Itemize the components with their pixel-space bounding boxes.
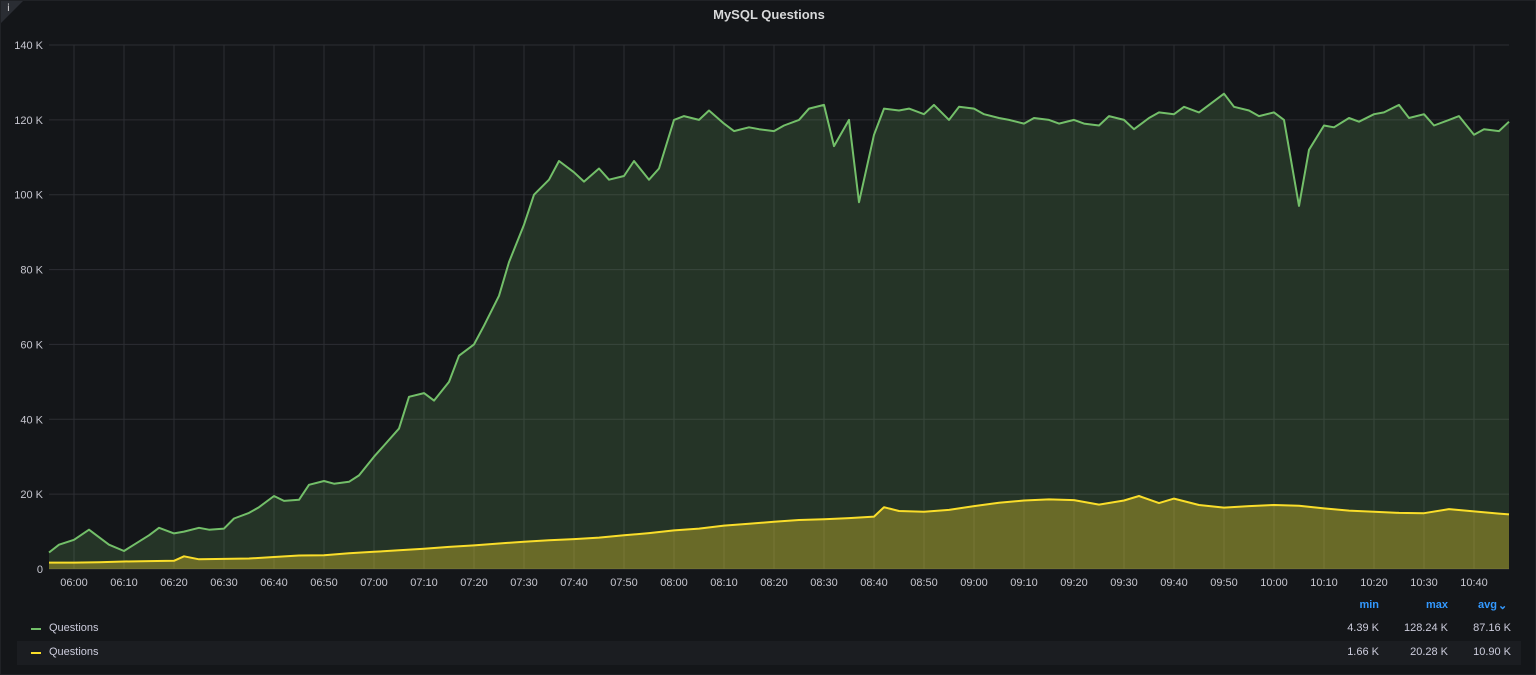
legend-series-name[interactable]: Questions (49, 622, 99, 634)
x-tick-label: 09:30 (1110, 577, 1138, 589)
x-tick-label: 06:10 (110, 577, 138, 589)
y-tick-label: 140 K (14, 40, 43, 52)
series-area (49, 496, 1509, 569)
x-tick-label: 09:40 (1160, 577, 1188, 589)
x-tick-label: 09:10 (1010, 577, 1038, 589)
y-tick-label: 120 K (14, 115, 43, 127)
legend-header-min[interactable]: min (1359, 599, 1379, 611)
x-tick-label: 07:10 (410, 577, 438, 589)
x-tick-label: 07:20 (460, 577, 488, 589)
series-line (48, 92, 1510, 554)
legend-row[interactable]: Questions 4.39 K 128.24 K 87.16 K (17, 617, 1521, 641)
chart[interactable]: 0 20 K 40 K 60 K 80 K 100 K 120 K 140 K 06:00 06:… (1, 1, 1536, 601)
legend-swatch (31, 652, 41, 654)
x-tick-label: 07:30 (510, 577, 538, 589)
series-line (49, 495, 1510, 564)
y-tick-label: 100 K (14, 190, 43, 202)
x-tick-label: 06:30 (210, 577, 238, 589)
x-tick-label: 10:10 (1310, 577, 1338, 589)
legend-max: 20.28 K (1410, 646, 1448, 658)
legend-avg: 10.90 K (1473, 646, 1511, 658)
legend-header-avg[interactable]: avg (1478, 599, 1497, 611)
y-tick-label: 80 K (20, 265, 43, 277)
x-tick-label: 10:00 (1260, 577, 1288, 589)
legend-min: 1.66 K (1347, 646, 1379, 658)
y-tick-label: 40 K (20, 414, 43, 426)
y-tick-label: 0 (37, 564, 43, 576)
x-tick-label: 10:30 (1410, 577, 1438, 589)
panel-title[interactable]: MySQL Questions (713, 7, 825, 22)
x-tick-label: 06:50 (310, 577, 338, 589)
info-icon[interactable]: i (7, 3, 10, 14)
legend-min: 4.39 K (1347, 622, 1379, 634)
x-tick-label: 08:40 (860, 577, 888, 589)
x-tick-label: 10:40 (1460, 577, 1488, 589)
y-tick-label: 60 K (20, 339, 43, 351)
x-tick-label: 08:30 (810, 577, 838, 589)
legend-series-name[interactable]: Questions (49, 646, 99, 658)
legend-max: 128.24 K (1403, 622, 1448, 634)
series-area (49, 93, 1509, 569)
legend-swatch (31, 628, 41, 630)
x-tick-label: 08:20 (760, 577, 788, 589)
legend-avg: 87.16 K (1473, 622, 1511, 634)
x-tick-label: 07:40 (560, 577, 588, 589)
info-corner[interactable] (1, 1, 23, 23)
x-tick-label: 06:40 (260, 577, 288, 589)
x-tick-label: 09:20 (1060, 577, 1088, 589)
x-tick-label: 08:10 (710, 577, 738, 589)
x-tick-label: 07:50 (610, 577, 638, 589)
legend-row[interactable]: Questions 1.66 K 20.28 K 10.90 K (17, 641, 1521, 665)
x-tick-label: 10:20 (1360, 577, 1388, 589)
y-tick-label: 20 K (20, 489, 43, 501)
x-tick-label: 09:50 (1210, 577, 1238, 589)
x-tick-label: 09:00 (960, 577, 988, 589)
x-tick-label: 08:00 (660, 577, 688, 589)
x-tick-label: 08:50 (910, 577, 938, 589)
x-tick-label: 07:00 (360, 577, 388, 589)
chevron-down-icon[interactable]: ⌄ (1498, 600, 1508, 612)
x-tick-label: 06:20 (160, 577, 188, 589)
x-tick-label: 06:00 (60, 577, 88, 589)
legend-header-max[interactable]: max (1425, 599, 1448, 611)
